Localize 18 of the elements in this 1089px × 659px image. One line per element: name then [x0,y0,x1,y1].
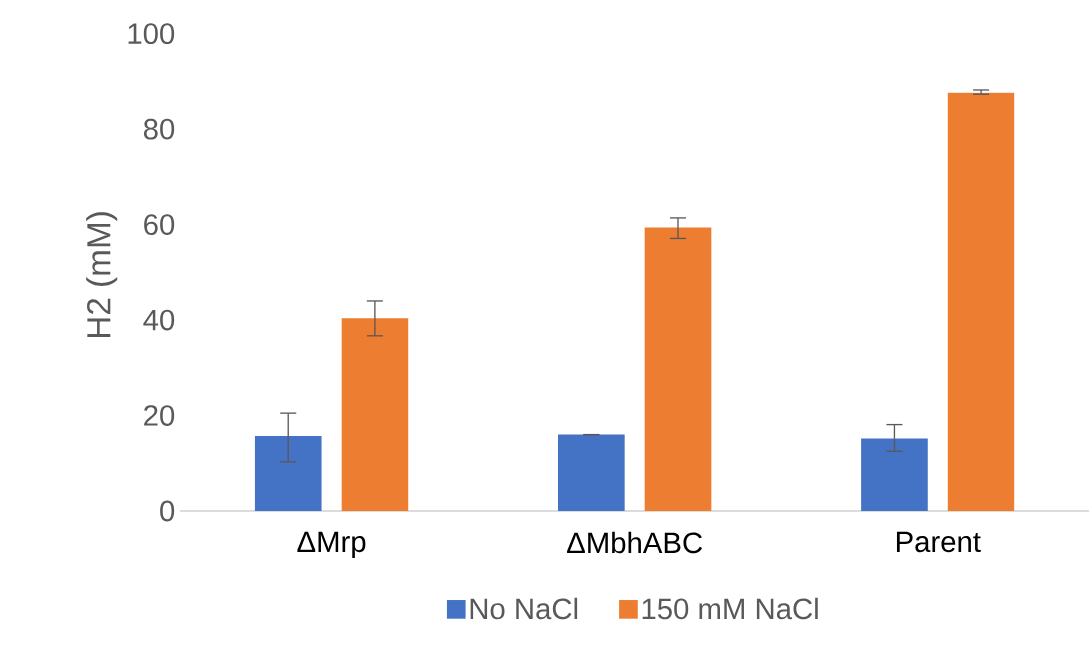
x-tick-label: ΔMbhABC [567,531,703,554]
bar [558,434,625,511]
y-tick-label: 80 [143,118,175,140]
bar [341,318,409,511]
y-tick-label: 0 [160,500,175,522]
y-axis-title: H2 (mM) [86,212,118,338]
y-tick-label: 100 [128,23,175,45]
bar [644,227,712,511]
x-tick-label: Parent [896,531,981,553]
y-tick-label: 40 [143,309,175,331]
legend-label: No NaCl [470,597,578,620]
x-tick-label: ΔMrp [297,531,366,558]
bar [254,436,322,511]
y-tick-label: 60 [144,214,175,235]
legend-label: 150 mM NaCl [642,597,818,620]
y-tick-label: 20 [144,405,175,426]
bar [947,92,1015,511]
bar [861,438,928,511]
